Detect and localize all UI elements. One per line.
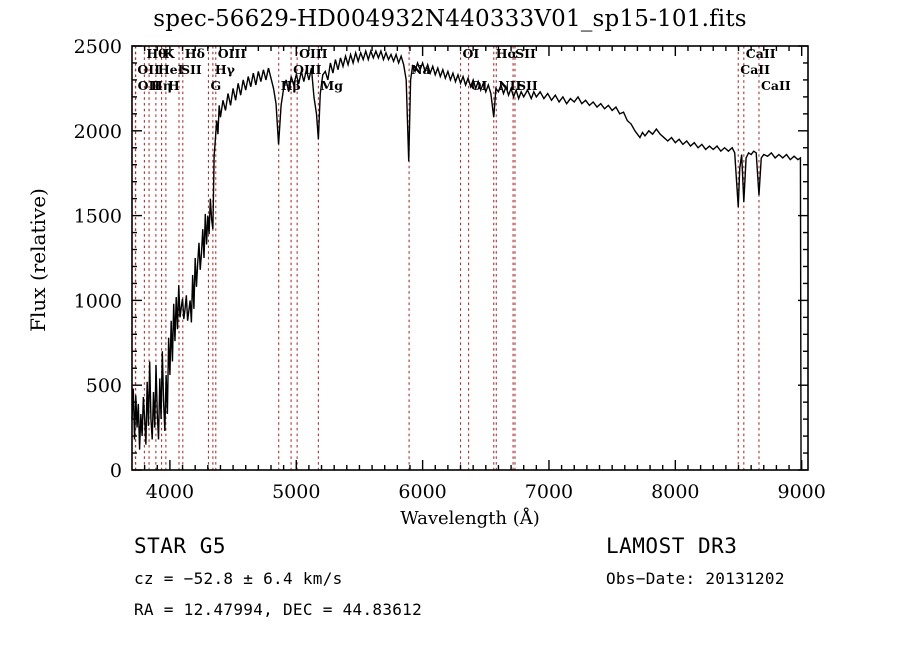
spectral-line-label: Hβ [280, 78, 301, 93]
x-tick-label: 9000 [778, 481, 826, 503]
x-tick-label: 7000 [525, 481, 573, 503]
x-tick-label: 8000 [651, 481, 699, 503]
survey-text: LAMOST DR3 [606, 534, 738, 558]
spectral-line-label: Hγ [214, 62, 235, 77]
y-tick-label: 1500 [74, 206, 122, 228]
spectral-line-label: SII [515, 46, 536, 61]
spectral-line-label: OII [137, 62, 160, 77]
spectral-line-label: OI [470, 78, 488, 93]
spectral-line-label: Mg [320, 78, 343, 93]
redshift-velocity-text: cz = −52.8 ± 6.4 km/s [134, 569, 343, 588]
metadata-footer: STAR G5 LAMOST DR3 cz = −52.8 ± 6.4 km/s… [0, 528, 900, 649]
y-tick-label: 1000 [74, 290, 122, 312]
object-type-text: STAR G5 [134, 534, 227, 558]
y-tick-label: 0 [110, 460, 122, 482]
spectral-line-label: Hη [151, 78, 172, 93]
spectral-line-label: Hδ [184, 46, 205, 61]
plot-frame [131, 45, 809, 471]
spectrum-plot: 4000 5000 6000 7000 8000 9000 0 500 1000 1500 2000… [26, 36, 826, 529]
y-tick-label: 2000 [74, 121, 122, 143]
y-tick-label: 2500 [74, 36, 122, 58]
spectral-line-label: HeI [157, 62, 184, 77]
spectral-line-label: OIII [217, 46, 247, 61]
spectral-line-label: CaII [745, 46, 776, 61]
spectral-line-label: OI [462, 46, 480, 61]
spectral-line-label: NII [498, 78, 522, 93]
spectrum-canvas: 4000 5000 6000 7000 8000 9000 0 500 1000 1500 2000… [74, 36, 826, 503]
x-axis-label: Wavelength (Å) [400, 508, 540, 529]
x-tick-label: 5000 [272, 481, 320, 503]
spectral-line-label: G [210, 78, 222, 93]
spectral-line-label: K [163, 46, 175, 61]
spectral-line-label: OII [137, 78, 161, 93]
spectral-line-label: OIII [299, 46, 328, 61]
spectral-line-label: H [167, 78, 180, 93]
coordinates-text: RA = 12.47994, DEC = 44.83612 [134, 600, 423, 619]
x-tick-label: 6000 [398, 481, 446, 503]
observation-date-text: Obs−Date: 20131202 [606, 569, 785, 588]
spectrum-trace [131, 48, 802, 471]
spectral-line-label: CaII [760, 78, 791, 93]
spectral-line-label: SII [516, 78, 538, 93]
spectral-line-label: Na [411, 62, 431, 77]
spectral-line-label: Hα [495, 46, 518, 61]
spectral-line-label: SII [181, 62, 202, 77]
x-tick-label: 4000 [146, 481, 194, 503]
spectral-line-label: CaII [740, 62, 770, 77]
spectral-line-label: Hθ [146, 46, 167, 61]
y-axis-label: Flux (relative) [26, 188, 50, 332]
y-tick-label: 500 [86, 375, 122, 397]
spectral-line-label: OIII [293, 62, 322, 77]
page-title: spec-56629-HD004932N440333V01_sp15-101.f… [153, 6, 747, 32]
